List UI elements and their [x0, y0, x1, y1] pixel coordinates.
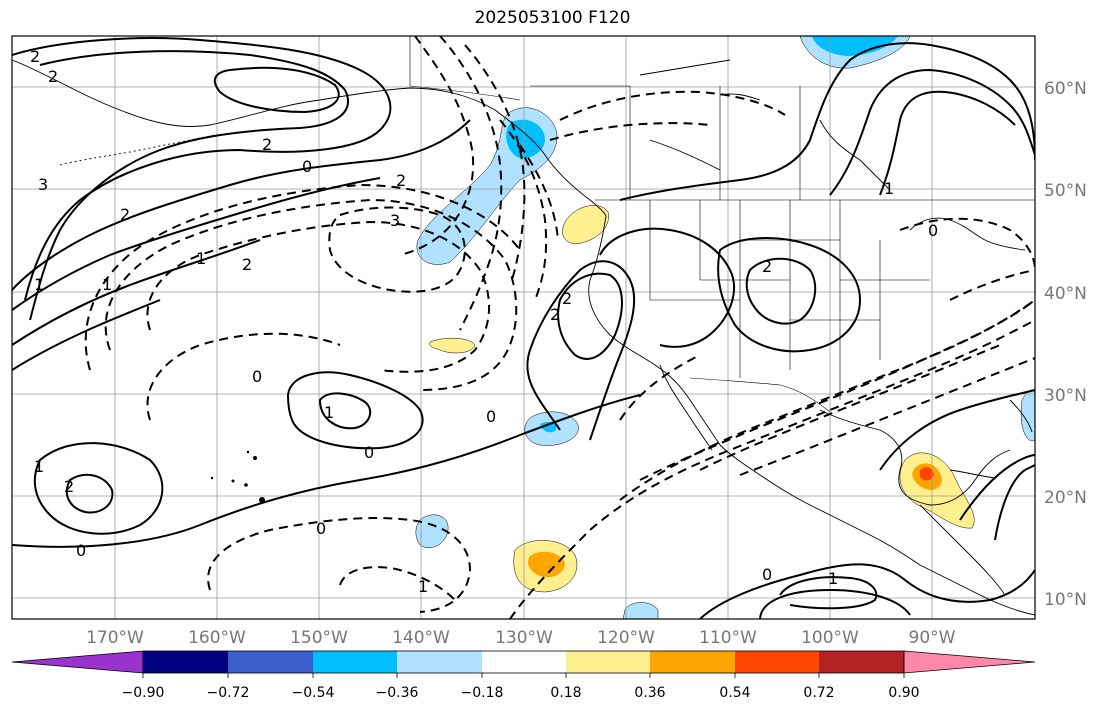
contour-label: 0 [486, 407, 496, 426]
contour-label: 2 [30, 47, 40, 66]
contour-label: 1 [102, 275, 112, 294]
baja [659, 364, 713, 451]
colorbar-tick-label: −0.54 [292, 685, 335, 701]
colorbar-frame [142, 650, 905, 674]
colorbar-segment [650, 651, 735, 673]
lon-tick-label: 170°W [86, 628, 144, 648]
contour-label: 1 [34, 275, 44, 294]
lat-tick-label: 40°N [1044, 284, 1087, 304]
gulf-coast [819, 409, 1011, 506]
lon-tick-label: 160°W [188, 628, 246, 648]
colorbar-tick-label: 0.36 [634, 685, 665, 701]
contour-label: 2 [262, 135, 272, 154]
florida [1009, 399, 1033, 433]
colorbar-segment [566, 651, 651, 673]
colorbar-tick-label: 0.72 [803, 685, 834, 701]
colorbar-segment [735, 651, 820, 673]
contour-label: 2 [120, 205, 130, 224]
border-alaska [409, 36, 521, 101]
contour-label-layer: 2 2 3 2 0 1 2 2 1 3 2 0 1 0 0 1 2 1 0 0 … [30, 47, 938, 596]
colorbar-segment [482, 651, 567, 673]
contour-label: 1 [418, 577, 428, 596]
central-america [919, 504, 1006, 596]
contours-negative [84, 36, 1035, 619]
lat-tick-label: 60°N [1044, 79, 1087, 99]
colorbar-segment [819, 651, 904, 673]
cuba [949, 469, 996, 479]
lat-axis: 60°N 50°N 40°N 30°N 20°N 10°N [1044, 79, 1087, 610]
lon-tick-label: 90°W [909, 628, 956, 648]
colorbar-segment [313, 651, 398, 673]
lat-tick-label: 10°N [1044, 590, 1087, 610]
contour-label: 2 [242, 255, 252, 274]
neg-region-pac-1-core [540, 422, 557, 433]
contours-positive [12, 37, 1035, 619]
neg-region-pac-2 [415, 514, 449, 548]
neg-region-north-core [812, 36, 898, 56]
coastlines [12, 59, 1035, 616]
colorbar-segment [397, 651, 482, 673]
contour-label: 1 [884, 179, 894, 198]
colorbar: −0.90 −0.72 −0.54 −0.36 −0.18 0.18 0.36 … [11, 650, 1036, 701]
contour-label: 0 [762, 565, 772, 584]
lon-tick-label: 120°W [597, 628, 655, 648]
lon-tick-label: 100°W [801, 628, 859, 648]
contour-label: 0 [302, 157, 312, 176]
lon-tick-label: 150°W [290, 628, 348, 648]
great-lakes [909, 217, 1026, 251]
contour-label: 1 [828, 569, 838, 588]
colorbar-tick-label: −0.72 [207, 685, 250, 701]
pos-region-pac-small [429, 337, 476, 354]
map-title: 2025053100 F120 [474, 8, 631, 28]
colorbar-tick-label: 0.90 [888, 685, 919, 701]
colorbar-tick-label: 0.54 [719, 685, 750, 701]
contour-label: 1 [34, 457, 44, 476]
map-frame [11, 35, 1036, 620]
hawaii [210, 450, 265, 503]
contour-label: 3 [38, 175, 48, 194]
lat-tick-label: 20°N [1044, 488, 1087, 508]
contour-label: 0 [364, 443, 374, 462]
lon-tick-label: 130°W [495, 628, 553, 648]
colorbar-segment [228, 651, 313, 673]
canada-provinces [530, 85, 801, 200]
colorbar-tick-label: −0.90 [122, 685, 165, 701]
colorbar-segment [143, 651, 228, 673]
contour-label: 0 [928, 221, 938, 240]
pos-region-mexico-peak [920, 467, 934, 481]
hudson-coast [819, 119, 891, 191]
colorbar-min-extension [11, 650, 144, 674]
contour-label: 0 [76, 541, 86, 560]
contour-label: 2 [762, 257, 772, 276]
neg-region-gulf-alaska-core [506, 119, 545, 159]
neg-region-pac-3 [622, 602, 659, 619]
contour-label: 0 [316, 519, 326, 538]
alaska-coast [12, 59, 607, 217]
contour-label: 0 [252, 367, 262, 386]
contour-label: 2 [64, 477, 74, 496]
contour-label: 2 [48, 67, 58, 86]
us-west-coast [588, 215, 1035, 616]
lon-tick-label: 140°W [392, 628, 450, 648]
lat-tick-label: 50°N [1044, 181, 1087, 201]
gridlines [12, 36, 1035, 619]
lon-axis: 170°W 160°W 150°W 140°W 130°W 120°W 110°… [86, 628, 956, 648]
lon-tick-label: 110°W [699, 628, 757, 648]
contour-label: 2 [396, 171, 406, 190]
pos-region-pac-south-core [528, 551, 565, 578]
contour-label: 3 [390, 211, 400, 230]
colorbar-tick-label: 0.18 [550, 685, 581, 701]
colorbar-max-extension [903, 650, 1036, 674]
contour-label: 1 [324, 403, 334, 422]
colorbar-tick-label: −0.36 [376, 685, 419, 701]
colorbar-tick-label: −0.18 [461, 685, 504, 701]
contour-label: 2 [550, 305, 560, 324]
border-us-mexico [689, 377, 831, 413]
lat-tick-label: 30°N [1044, 386, 1087, 406]
contour-label: 1 [196, 249, 206, 268]
contour-label: 2 [562, 289, 572, 308]
pos-region-oregon [562, 205, 609, 245]
